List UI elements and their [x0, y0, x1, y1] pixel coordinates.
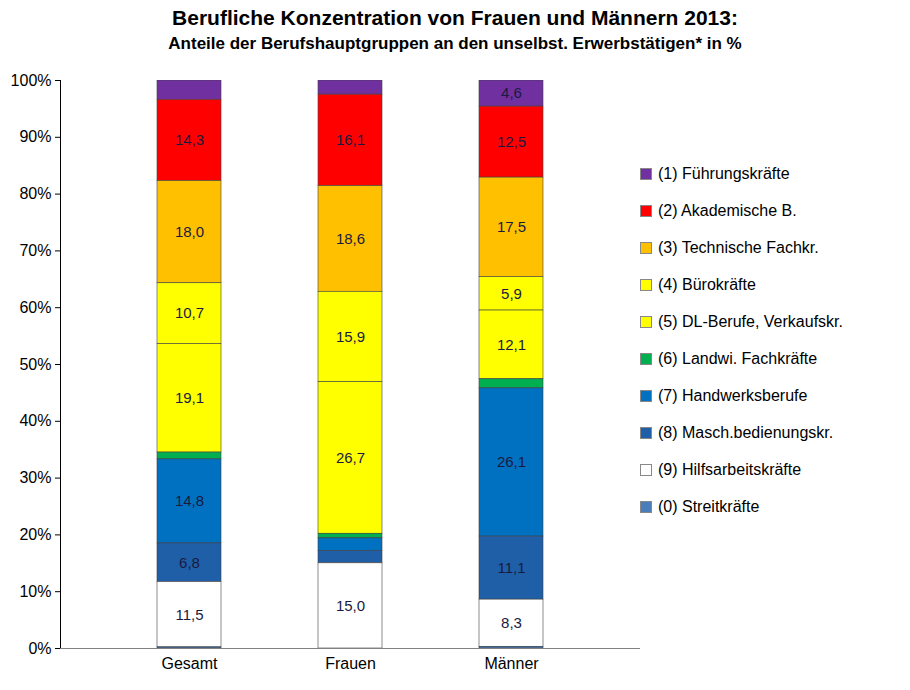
svg-text:18,6: 18,6	[336, 230, 365, 247]
svg-text:14,8: 14,8	[175, 492, 204, 509]
svg-text:60%: 60%	[19, 299, 51, 316]
html-text:Anteile der Berufshauptgruppen: Anteile der Berufshauptgruppen an den un…	[168, 34, 742, 53]
svg-text:100%: 100%	[11, 72, 52, 89]
html-text:(5) DL-Berufe, Verkaufskr.: (5) DL-Berufe, Verkaufskr.	[658, 312, 843, 330]
svg-text:80%: 80%	[19, 185, 51, 202]
html-text:(6) Landwi. Fachkräfte: (6) Landwi. Fachkräfte	[658, 349, 818, 367]
svg-text:Frauen: Frauen	[325, 655, 376, 672]
svg-text:26,7: 26,7	[336, 449, 365, 466]
svg-text:8,3: 8,3	[501, 614, 522, 631]
html-text:(0) Streitkräfte: (0) Streitkräfte	[658, 497, 760, 515]
svg-text:70%: 70%	[19, 242, 51, 259]
svg-text:0%: 0%	[28, 640, 51, 657]
svg-text:90%: 90%	[19, 128, 51, 145]
svg-text:26,1: 26,1	[497, 453, 526, 470]
svg-text:Männer: Männer	[484, 655, 539, 672]
svg-text:40%: 40%	[19, 412, 51, 429]
svg-text:10%: 10%	[19, 583, 51, 600]
html-text:Berufliche Konzentration von F: Berufliche Konzentration von Frauen und …	[172, 6, 738, 29]
svg-text:6,8: 6,8	[179, 554, 200, 571]
svg-text:11,1: 11,1	[497, 559, 525, 576]
svg-text:4,6: 4,6	[501, 84, 522, 101]
html-text:(2) Akademische B.: (2) Akademische B.	[658, 201, 797, 219]
svg-text:11,5: 11,5	[175, 606, 203, 623]
svg-text:15,0: 15,0	[336, 597, 365, 614]
html-text:(4) Bürokräfte: (4) Bürokräfte	[658, 275, 756, 293]
svg-text:14,3: 14,3	[175, 131, 204, 148]
svg-text:Gesamt: Gesamt	[161, 655, 218, 672]
svg-text:16,1: 16,1	[336, 131, 365, 148]
svg-text:10,7: 10,7	[175, 304, 204, 321]
html-text:(1) Führungskräfte: (1) Führungskräfte	[658, 164, 790, 182]
svg-text:19,1: 19,1	[175, 389, 204, 406]
svg-text:17,5: 17,5	[497, 218, 526, 235]
html-text:(9) Hilfsarbeitskräfte: (9) Hilfsarbeitskräfte	[658, 460, 802, 478]
svg-text:12,5: 12,5	[497, 133, 526, 150]
html-text:(8) Masch.bedienungskr.: (8) Masch.bedienungskr.	[658, 423, 834, 441]
svg-text:30%: 30%	[19, 469, 51, 486]
svg-text:20%: 20%	[19, 526, 51, 543]
svg-text:12,1: 12,1	[497, 336, 526, 353]
svg-text:50%: 50%	[19, 356, 51, 373]
svg-text:15,9: 15,9	[336, 328, 365, 345]
html-text:(7) Handwerksberufe: (7) Handwerksberufe	[658, 386, 808, 404]
svg-text:18,0: 18,0	[175, 223, 204, 240]
html-text:(3) Technische Fachkr.: (3) Technische Fachkr.	[658, 238, 819, 256]
svg-text:5,9: 5,9	[501, 285, 522, 302]
